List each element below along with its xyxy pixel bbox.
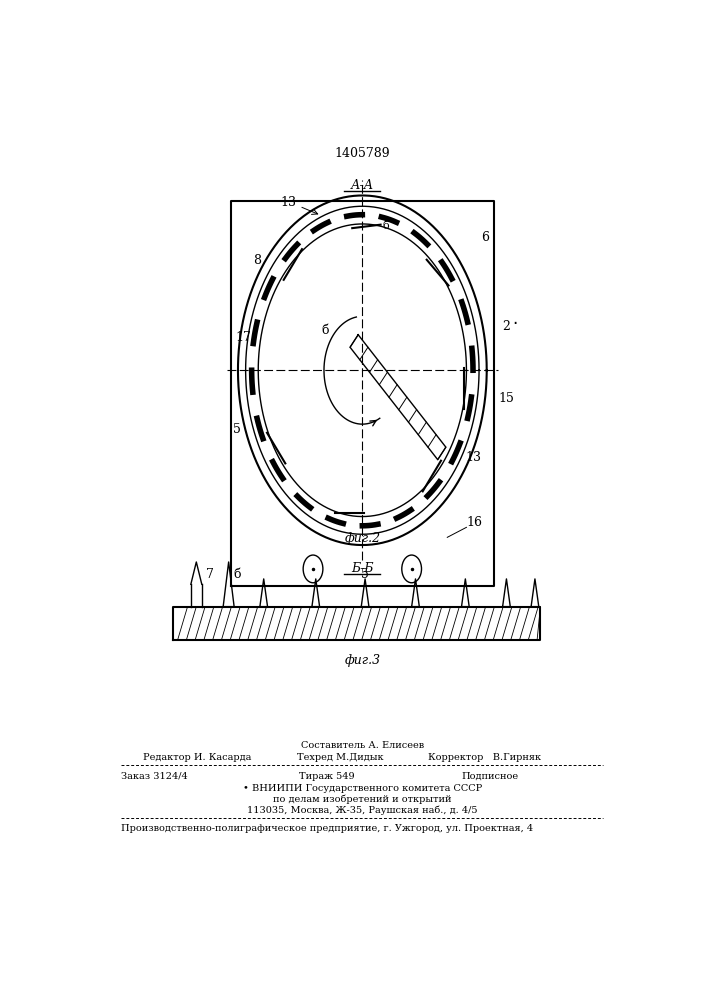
- Text: Корректор   В.Гирняк: Корректор В.Гирняк: [428, 753, 542, 762]
- Text: А-А: А-А: [351, 179, 374, 192]
- Text: Техред М.Дидык: Техред М.Дидык: [297, 753, 383, 762]
- Text: Редактор И. Касарда: Редактор И. Касарда: [144, 753, 252, 762]
- Text: Производственно-полиграфическое предприятие, г. Ужгород, ул. Проектная, 4: Производственно-полиграфическое предприя…: [122, 824, 533, 833]
- Text: 17: 17: [235, 331, 252, 344]
- Text: 15: 15: [498, 392, 515, 405]
- Text: ·: ·: [513, 315, 518, 333]
- Text: б: б: [233, 568, 241, 581]
- Text: 5: 5: [361, 568, 369, 581]
- Text: 13: 13: [465, 451, 481, 464]
- Text: Составитель А. Елисеев: Составитель А. Елисеев: [300, 741, 424, 750]
- Text: 2: 2: [502, 320, 510, 333]
- Text: 7: 7: [206, 568, 214, 581]
- Text: 13: 13: [281, 196, 296, 209]
- Text: 6: 6: [481, 231, 490, 244]
- Text: Подписное: Подписное: [461, 772, 518, 781]
- Text: 16: 16: [467, 516, 483, 529]
- Text: фиг.3: фиг.3: [344, 654, 380, 667]
- Text: • ВНИИПИ Государственного комитета СССР: • ВНИИПИ Государственного комитета СССР: [243, 784, 482, 793]
- Text: 5: 5: [233, 423, 241, 436]
- Text: 8: 8: [253, 254, 261, 267]
- Text: Б-Б: Б-Б: [351, 562, 373, 575]
- Text: фиг.2: фиг.2: [344, 532, 380, 545]
- Text: б: б: [382, 221, 390, 231]
- Text: Заказ 3124/4: Заказ 3124/4: [122, 772, 188, 781]
- Text: 113035, Москва, Ж-35, Раушская наб., д. 4/5: 113035, Москва, Ж-35, Раушская наб., д. …: [247, 805, 478, 815]
- Text: по делам изобретений и открытий: по делам изобретений и открытий: [273, 794, 452, 804]
- Text: Тираж 549: Тираж 549: [299, 772, 354, 781]
- Text: 1405789: 1405789: [334, 147, 390, 160]
- Text: б: б: [321, 324, 329, 337]
